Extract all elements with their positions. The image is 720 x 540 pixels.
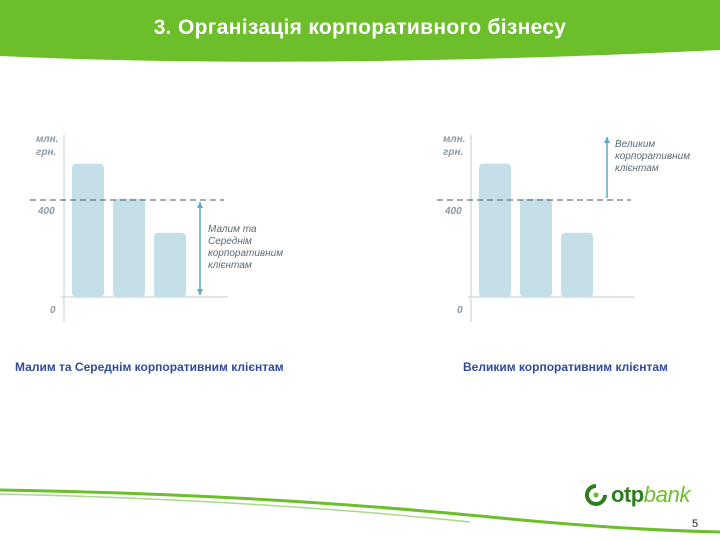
caption-large-clients: Великим корпоративним клієнтам [463, 360, 668, 374]
page-title: 3. Організація корпоративного бізнесу [153, 16, 567, 39]
arrow-head-up [604, 137, 610, 143]
otpbank-logo-icon [585, 484, 607, 506]
y-axis-label: грн. [443, 147, 463, 158]
annotation-text: Середнім [208, 236, 252, 247]
bar [561, 232, 593, 297]
footer-swoosh-decoration [0, 488, 720, 534]
bar [520, 198, 552, 297]
y-axis-label: грн. [36, 147, 56, 158]
annotation-text: корпоративним [208, 248, 283, 259]
annotation-text: клієнтам [615, 163, 659, 174]
chart-svg-small-medium: млн. грн. 400 0 Малим таСереднімкорпоративни… [30, 134, 283, 322]
y-tick-label: 400 [444, 206, 462, 217]
annotation-text: клієнтам [208, 260, 252, 271]
bar [72, 163, 104, 297]
chart-large-clients: млн. грн. 400 0 Великим корпоративним клієнтам [435, 125, 720, 330]
y-axis-label: млн. [443, 134, 465, 145]
logo-text-otp: otp [611, 482, 644, 507]
arrow-head-up [197, 202, 203, 208]
header-bar [0, 0, 720, 64]
annotation-text: корпоративним [615, 151, 690, 162]
bar [154, 232, 186, 297]
page-number: 5 [692, 518, 699, 530]
arrow-head-down [197, 289, 203, 295]
y-tick-label: 0 [457, 305, 463, 316]
y-axis-label: млн. [36, 134, 58, 145]
caption-small-medium-clients: Малим та Середнім корпоративним клієнтам [15, 360, 284, 374]
logo-text-bank: bank [643, 482, 691, 507]
bar [113, 198, 145, 297]
bar [479, 163, 511, 297]
header-curve-decoration [0, 50, 720, 64]
y-tick-label: 0 [50, 305, 56, 316]
otpbank-logo: otp bank [585, 482, 691, 507]
chart-small-medium-clients: млн. грн. 400 0 Малим та Середнім корпоративни… [28, 125, 328, 330]
annotation-text: Малим та [208, 224, 257, 235]
y-tick-label: 400 [37, 206, 55, 217]
annotation-text: Великим [615, 139, 655, 150]
